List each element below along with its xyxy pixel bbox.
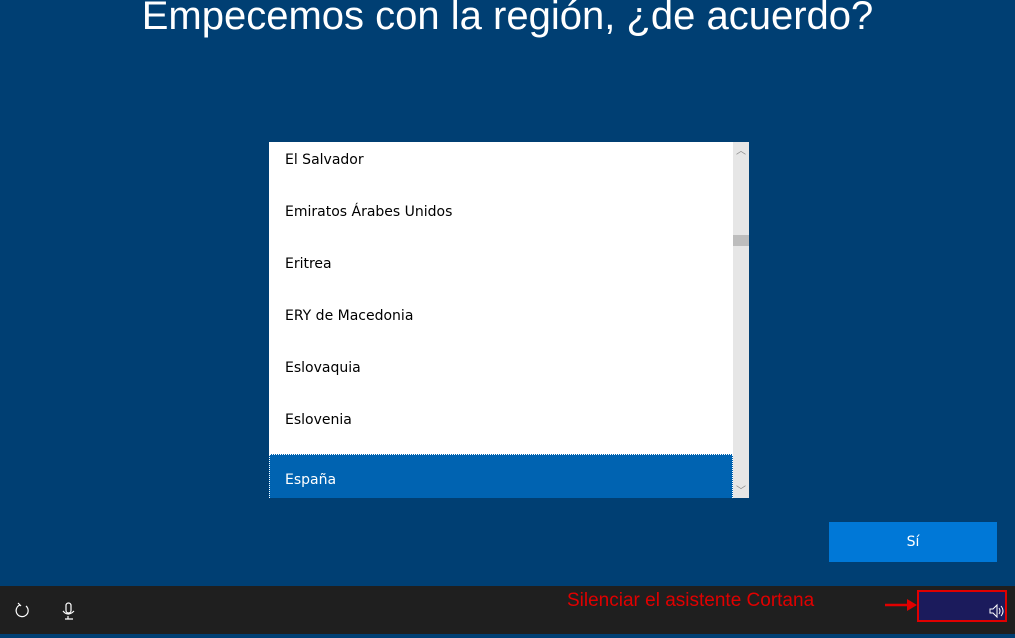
region-item[interactable]: Emiratos Árabes Unidos <box>285 204 453 220</box>
region-item[interactable]: Eritrea <box>285 256 332 272</box>
ease-of-access-icon[interactable] <box>15 602 29 618</box>
region-item[interactable]: España <box>269 454 733 498</box>
region-item[interactable]: ERY de Macedonia <box>285 308 414 324</box>
region-list[interactable]: España Eslovenia Eslovaquia ERY de Macedoni… <box>269 142 749 498</box>
scroll-up[interactable]: ︿ <box>736 146 746 157</box>
scrollbar[interactable] <box>733 142 749 498</box>
region-item[interactable]: Eslovaquia <box>285 360 361 376</box>
annotation-label: Silenciar el asistente Cortana <box>567 590 815 611</box>
region-item[interactable]: El Salvador <box>285 152 364 168</box>
scroll-down[interactable]: ﹀ <box>736 486 746 497</box>
speaker-icon <box>989 603 1004 619</box>
taskbar <box>0 586 1015 634</box>
region-item[interactable]: Eslovenia <box>285 412 352 428</box>
mute-cortana-button[interactable] <box>917 590 1007 622</box>
yes-button[interactable]: Sí <box>829 522 997 562</box>
microphone-icon[interactable] <box>62 602 75 620</box>
taskbar-icons <box>15 602 75 620</box>
scroll-thumb[interactable] <box>733 235 749 246</box>
annotation-arrow <box>885 599 917 611</box>
page-title: Empecemos con la región, ¿de acuerdo? <box>141 0 874 38</box>
